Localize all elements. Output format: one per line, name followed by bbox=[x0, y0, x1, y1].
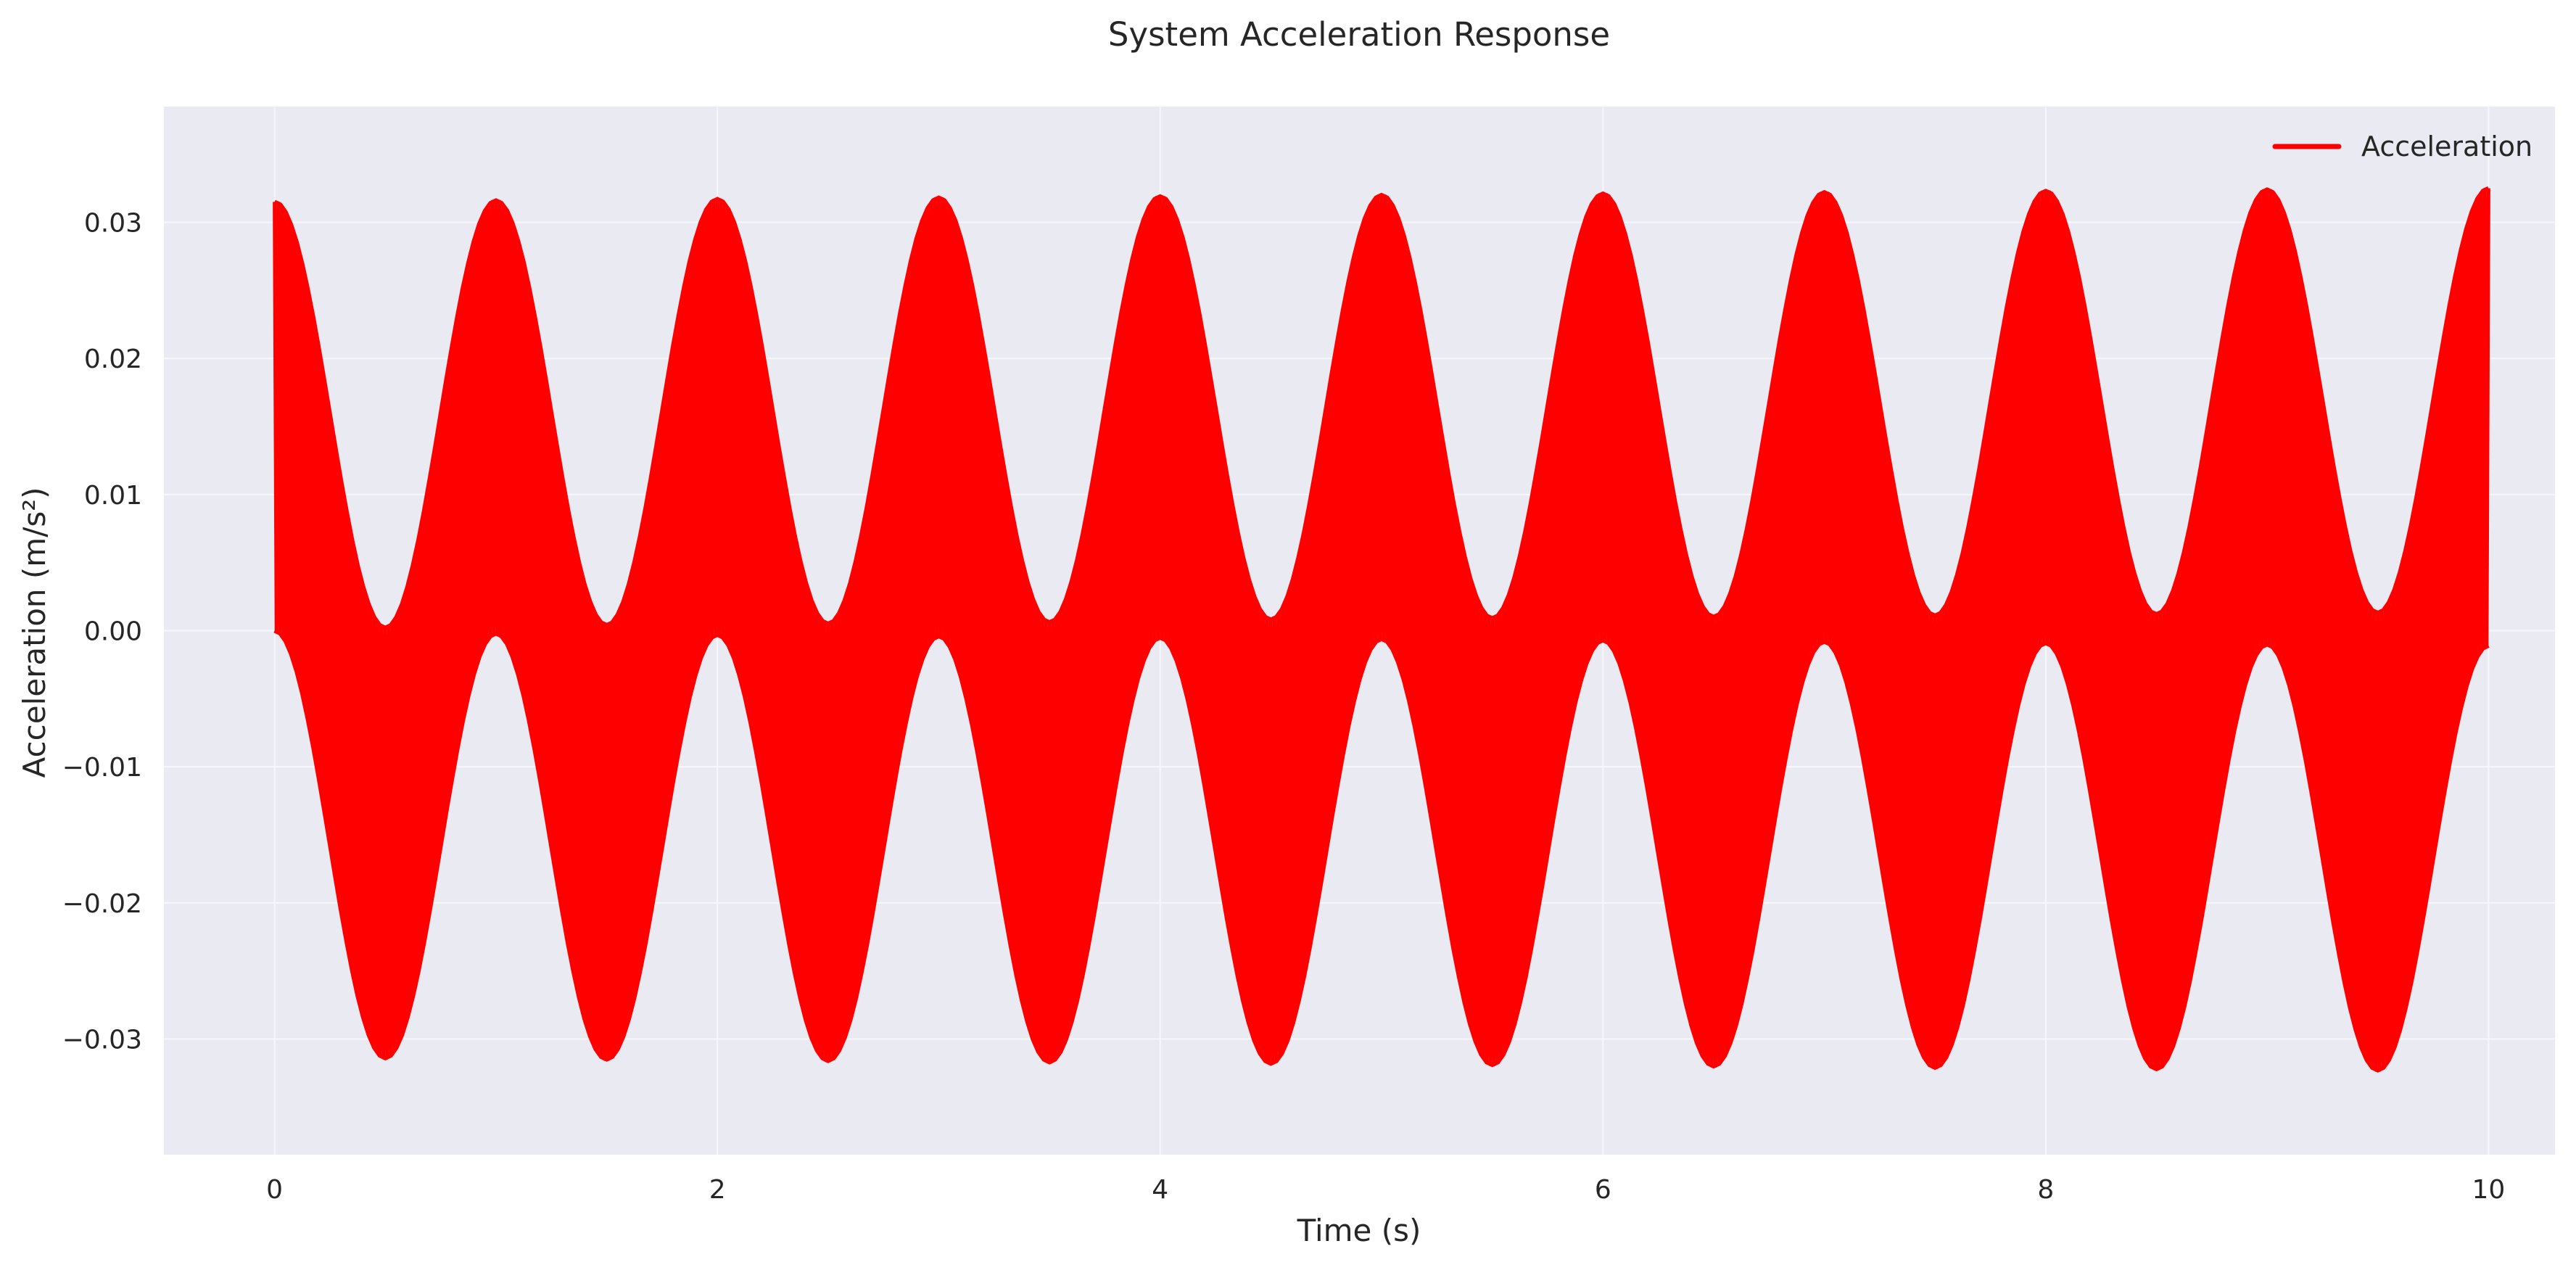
x-tick-label: 6 bbox=[1595, 1175, 1611, 1205]
y-tick-label: 0.01 bbox=[84, 481, 142, 511]
data-series-acceleration bbox=[273, 186, 2490, 1073]
x-tick-label: 0 bbox=[266, 1175, 283, 1205]
chart-title: System Acceleration Response bbox=[1108, 15, 1610, 54]
y-axis-label: Acceleration (m/s²) bbox=[17, 487, 52, 778]
x-axis-label: Time (s) bbox=[1297, 1213, 1421, 1248]
y-tick-label: 0.00 bbox=[84, 617, 142, 647]
legend-label-acceleration: Acceleration bbox=[2361, 131, 2532, 162]
x-tick-label: 2 bbox=[709, 1175, 726, 1205]
y-tick-label: −0.02 bbox=[62, 889, 142, 919]
x-axis-ticks: 0 2 4 6 8 10 bbox=[266, 1175, 2505, 1205]
x-tick-label: 4 bbox=[1152, 1175, 1168, 1205]
y-tick-label: 0.02 bbox=[84, 345, 142, 374]
y-tick-label: −0.01 bbox=[62, 753, 142, 783]
x-tick-label: 10 bbox=[2472, 1175, 2506, 1205]
legend: Acceleration bbox=[2272, 131, 2532, 162]
series-lower-envelope bbox=[273, 628, 2490, 1073]
y-axis-ticks: −0.03 −0.02 −0.01 0.00 0.01 0.02 0.03 bbox=[62, 209, 142, 1055]
series-upper-envelope bbox=[273, 186, 2490, 631]
x-tick-label: 8 bbox=[2037, 1175, 2054, 1205]
y-tick-label: 0.03 bbox=[84, 209, 142, 239]
y-tick-label: −0.03 bbox=[62, 1025, 142, 1055]
